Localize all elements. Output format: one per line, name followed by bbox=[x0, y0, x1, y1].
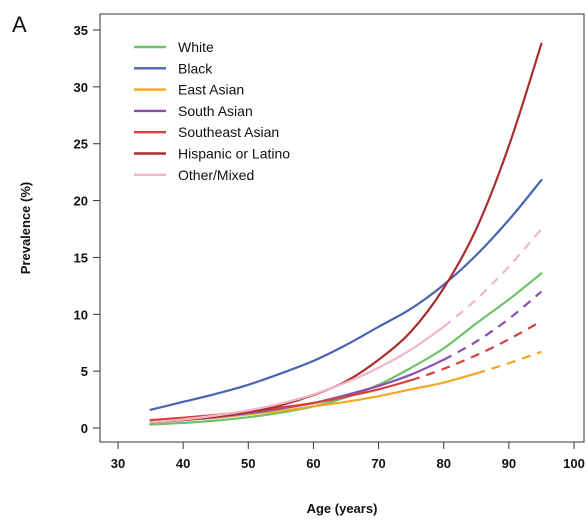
series-line-other-mixed bbox=[149, 325, 445, 424]
series-line-southeast-asian bbox=[149, 379, 413, 422]
x-tick-label: 70 bbox=[371, 456, 385, 471]
series-projection-other-mixed bbox=[443, 228, 543, 328]
legend-label: Black bbox=[178, 60, 213, 76]
y-tick-label: 15 bbox=[74, 250, 88, 265]
legend-label: South Asian bbox=[178, 103, 253, 119]
x-tick-label: 90 bbox=[502, 456, 516, 471]
y-axis-title: Prevalence (%) bbox=[18, 182, 33, 275]
y-tick-label: 20 bbox=[74, 194, 88, 209]
x-axis: 30 40 50 60 70 80 90 100 bbox=[111, 442, 585, 471]
plot-frame bbox=[99, 13, 585, 443]
series-line-hispanic-or-latino bbox=[149, 42, 543, 424]
x-axis-title: Age (years) bbox=[307, 501, 378, 516]
y-tick-label: 35 bbox=[74, 23, 88, 38]
legend-label: East Asian bbox=[178, 82, 244, 98]
legend-label: White bbox=[178, 39, 214, 55]
x-tick-label: 30 bbox=[111, 456, 125, 471]
series-projection-south-asian bbox=[443, 290, 543, 361]
y-tick-label: 0 bbox=[81, 421, 88, 436]
y-tick-label: 5 bbox=[81, 364, 88, 379]
x-tick-label: 80 bbox=[436, 456, 450, 471]
x-tick-label: 100 bbox=[563, 456, 585, 471]
y-axis: 0 5 10 15 20 25 30 35 bbox=[74, 23, 100, 436]
panel-label: A bbox=[12, 12, 27, 37]
y-tick-label: 10 bbox=[74, 307, 88, 322]
x-tick-label: 50 bbox=[241, 456, 255, 471]
series-layer bbox=[149, 42, 543, 426]
legend: White Black East Asian South Asian Southeast… bbox=[134, 39, 290, 183]
series-projection-southeast-asian bbox=[410, 320, 542, 382]
y-tick-label: 25 bbox=[74, 137, 88, 152]
legend-label: Other/Mixed bbox=[178, 167, 254, 183]
x-tick-label: 40 bbox=[176, 456, 190, 471]
series-line-black bbox=[149, 179, 543, 411]
y-tick-label: 30 bbox=[74, 80, 88, 95]
x-tick-label: 60 bbox=[306, 456, 320, 471]
legend-label: Southeast Asian bbox=[178, 124, 279, 140]
legend-label: Hispanic or Latino bbox=[178, 146, 290, 162]
series-projection-east-asian bbox=[475, 350, 542, 375]
